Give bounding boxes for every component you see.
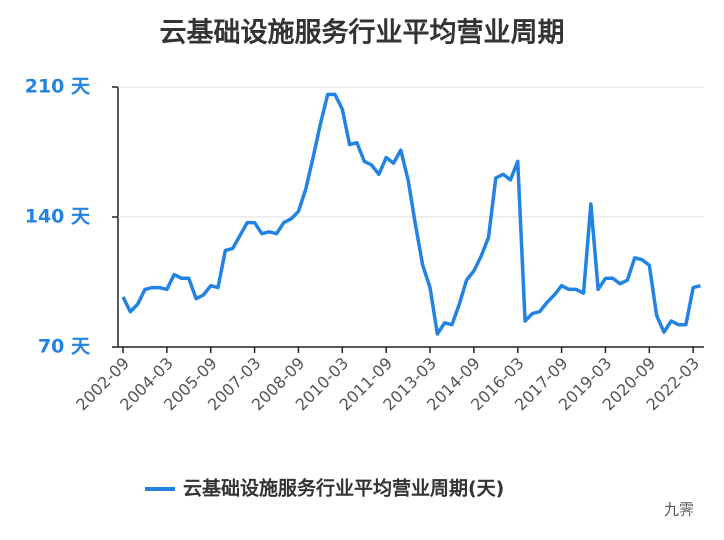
series-line	[121, 92, 701, 336]
watermark: 九霁	[664, 501, 694, 519]
legend-label: 云基础设施服务行业平均营业周期(天)	[183, 477, 504, 500]
y-tick-label: 70 天	[38, 336, 91, 358]
y-tick-label: 210 天	[25, 76, 91, 98]
y-tick-label: 140 天	[25, 206, 91, 228]
chart-title: 云基础设施服务行业平均营业周期	[160, 17, 565, 49]
